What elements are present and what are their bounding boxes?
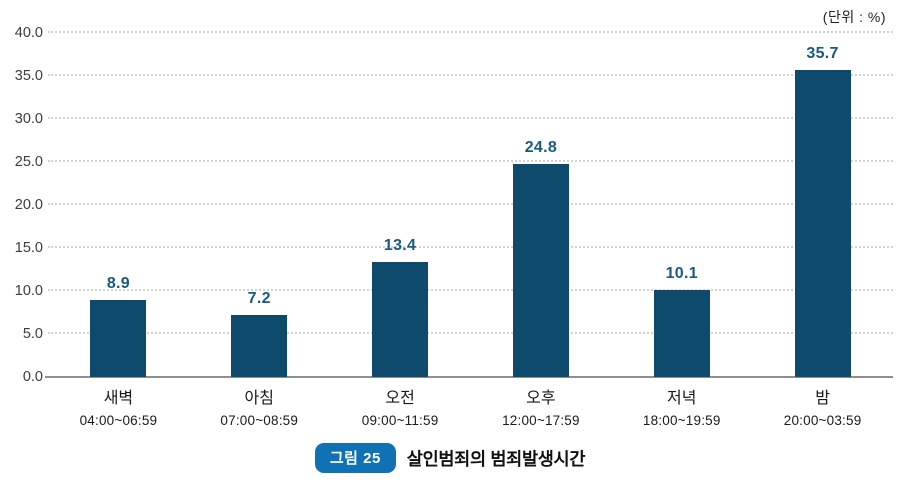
gridline bbox=[48, 74, 893, 76]
category-sublabel: 09:00~11:59 bbox=[361, 413, 439, 428]
category-label: 아침 07:00~08:59 bbox=[184, 384, 334, 428]
gridline bbox=[48, 117, 893, 119]
gridline bbox=[48, 160, 893, 162]
y-tick-label: 5.0 bbox=[22, 326, 43, 342]
gridline bbox=[48, 246, 893, 248]
category-name: 오전 bbox=[385, 390, 415, 407]
category-sublabel: 20:00~03:59 bbox=[783, 413, 862, 428]
category-label: 새벽 04:00~06:59 bbox=[43, 384, 193, 428]
bar-value-label: 8.9 bbox=[106, 275, 130, 293]
y-tick-label: 25.0 bbox=[14, 154, 43, 170]
y-tick-label: 0.0 bbox=[22, 369, 43, 385]
gridline bbox=[48, 31, 893, 33]
plot-area: 8.9 7.2 13.4 24.8 10.1 35.7 bbox=[45, 31, 893, 378]
bar-value-label: 7.2 bbox=[247, 290, 271, 308]
y-tick-label: 20.0 bbox=[14, 197, 43, 213]
figure-number-badge: 그림 25 bbox=[314, 443, 396, 473]
category-label: 저녁 18:00~19:59 bbox=[607, 384, 757, 428]
y-tick-label: 10.0 bbox=[14, 283, 43, 299]
y-tick-label: 30.0 bbox=[14, 111, 43, 127]
category-name: 아침 bbox=[244, 390, 274, 407]
category-name: 오후 bbox=[526, 390, 556, 407]
bar bbox=[653, 290, 710, 377]
bar bbox=[231, 315, 288, 377]
x-axis-line bbox=[45, 376, 893, 378]
gridline bbox=[48, 289, 893, 291]
bar-value-label: 24.8 bbox=[524, 138, 558, 156]
y-axis: 0.0 5.0 10.0 15.0 20.0 25.0 30.0 35.0 40.0 bbox=[0, 25, 43, 385]
category-name: 저녁 bbox=[667, 390, 697, 407]
category-sublabel: 18:00~19:59 bbox=[642, 413, 721, 428]
gridline bbox=[48, 332, 893, 334]
bar-value-label: 13.4 bbox=[383, 236, 417, 254]
x-axis: 새벽 04:00~06:59 아침 07:00~08:59 오전 09:00~11:59 오… bbox=[48, 377, 893, 431]
category-label: 오전 09:00~11:59 bbox=[325, 384, 475, 428]
category-sublabel: 12:00~17:59 bbox=[502, 413, 580, 428]
y-tick-label: 15.0 bbox=[14, 240, 43, 256]
unit-label: (단위 : %) bbox=[822, 9, 886, 25]
category-name: 밤 bbox=[815, 390, 830, 407]
figure-title: 살인범죄의 범죄발생시간 bbox=[406, 448, 586, 469]
y-tick-label: 40.0 bbox=[14, 25, 43, 41]
gridline bbox=[48, 203, 893, 205]
figure-caption: 그림 25 살인범죄의 범죄발생시간 bbox=[0, 443, 900, 473]
category-name: 새벽 bbox=[103, 390, 134, 407]
bar bbox=[512, 163, 569, 377]
y-tick-label: 35.0 bbox=[14, 68, 43, 84]
category-sublabel: 04:00~06:59 bbox=[79, 413, 158, 428]
category-sublabel: 07:00~08:59 bbox=[220, 413, 299, 428]
category-label: 밤 20:00~03:59 bbox=[748, 384, 898, 428]
bar-value-label: 35.7 bbox=[806, 44, 839, 62]
bar bbox=[90, 300, 147, 377]
category-label: 오후 12:00~17:59 bbox=[466, 384, 616, 428]
bar bbox=[372, 261, 429, 377]
bar bbox=[794, 69, 851, 377]
bar-value-label: 10.1 bbox=[665, 265, 698, 283]
